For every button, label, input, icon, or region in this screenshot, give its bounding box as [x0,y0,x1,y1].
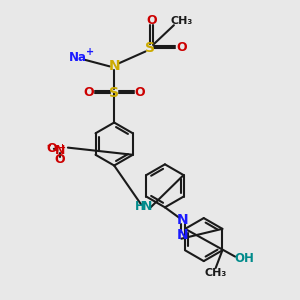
Text: OH: OH [234,252,254,265]
Text: CH₃: CH₃ [170,16,193,26]
Text: O: O [46,142,57,155]
Text: O: O [55,153,65,166]
Text: S: S [109,86,119,100]
Text: +: + [85,47,94,57]
Text: N: N [108,59,120,74]
Text: O: O [134,86,145,99]
Text: CH₃: CH₃ [205,268,227,278]
Text: O: O [176,41,187,54]
Text: N: N [55,144,65,157]
Text: N: N [177,228,189,242]
Text: N: N [177,213,189,227]
Text: -: - [46,140,51,151]
Text: H: H [135,200,145,213]
Text: O: O [83,86,94,99]
Text: Na: Na [69,51,87,64]
Text: +: + [58,143,65,152]
Text: O: O [146,14,157,28]
Text: S: S [145,41,155,56]
Text: N: N [142,200,152,213]
